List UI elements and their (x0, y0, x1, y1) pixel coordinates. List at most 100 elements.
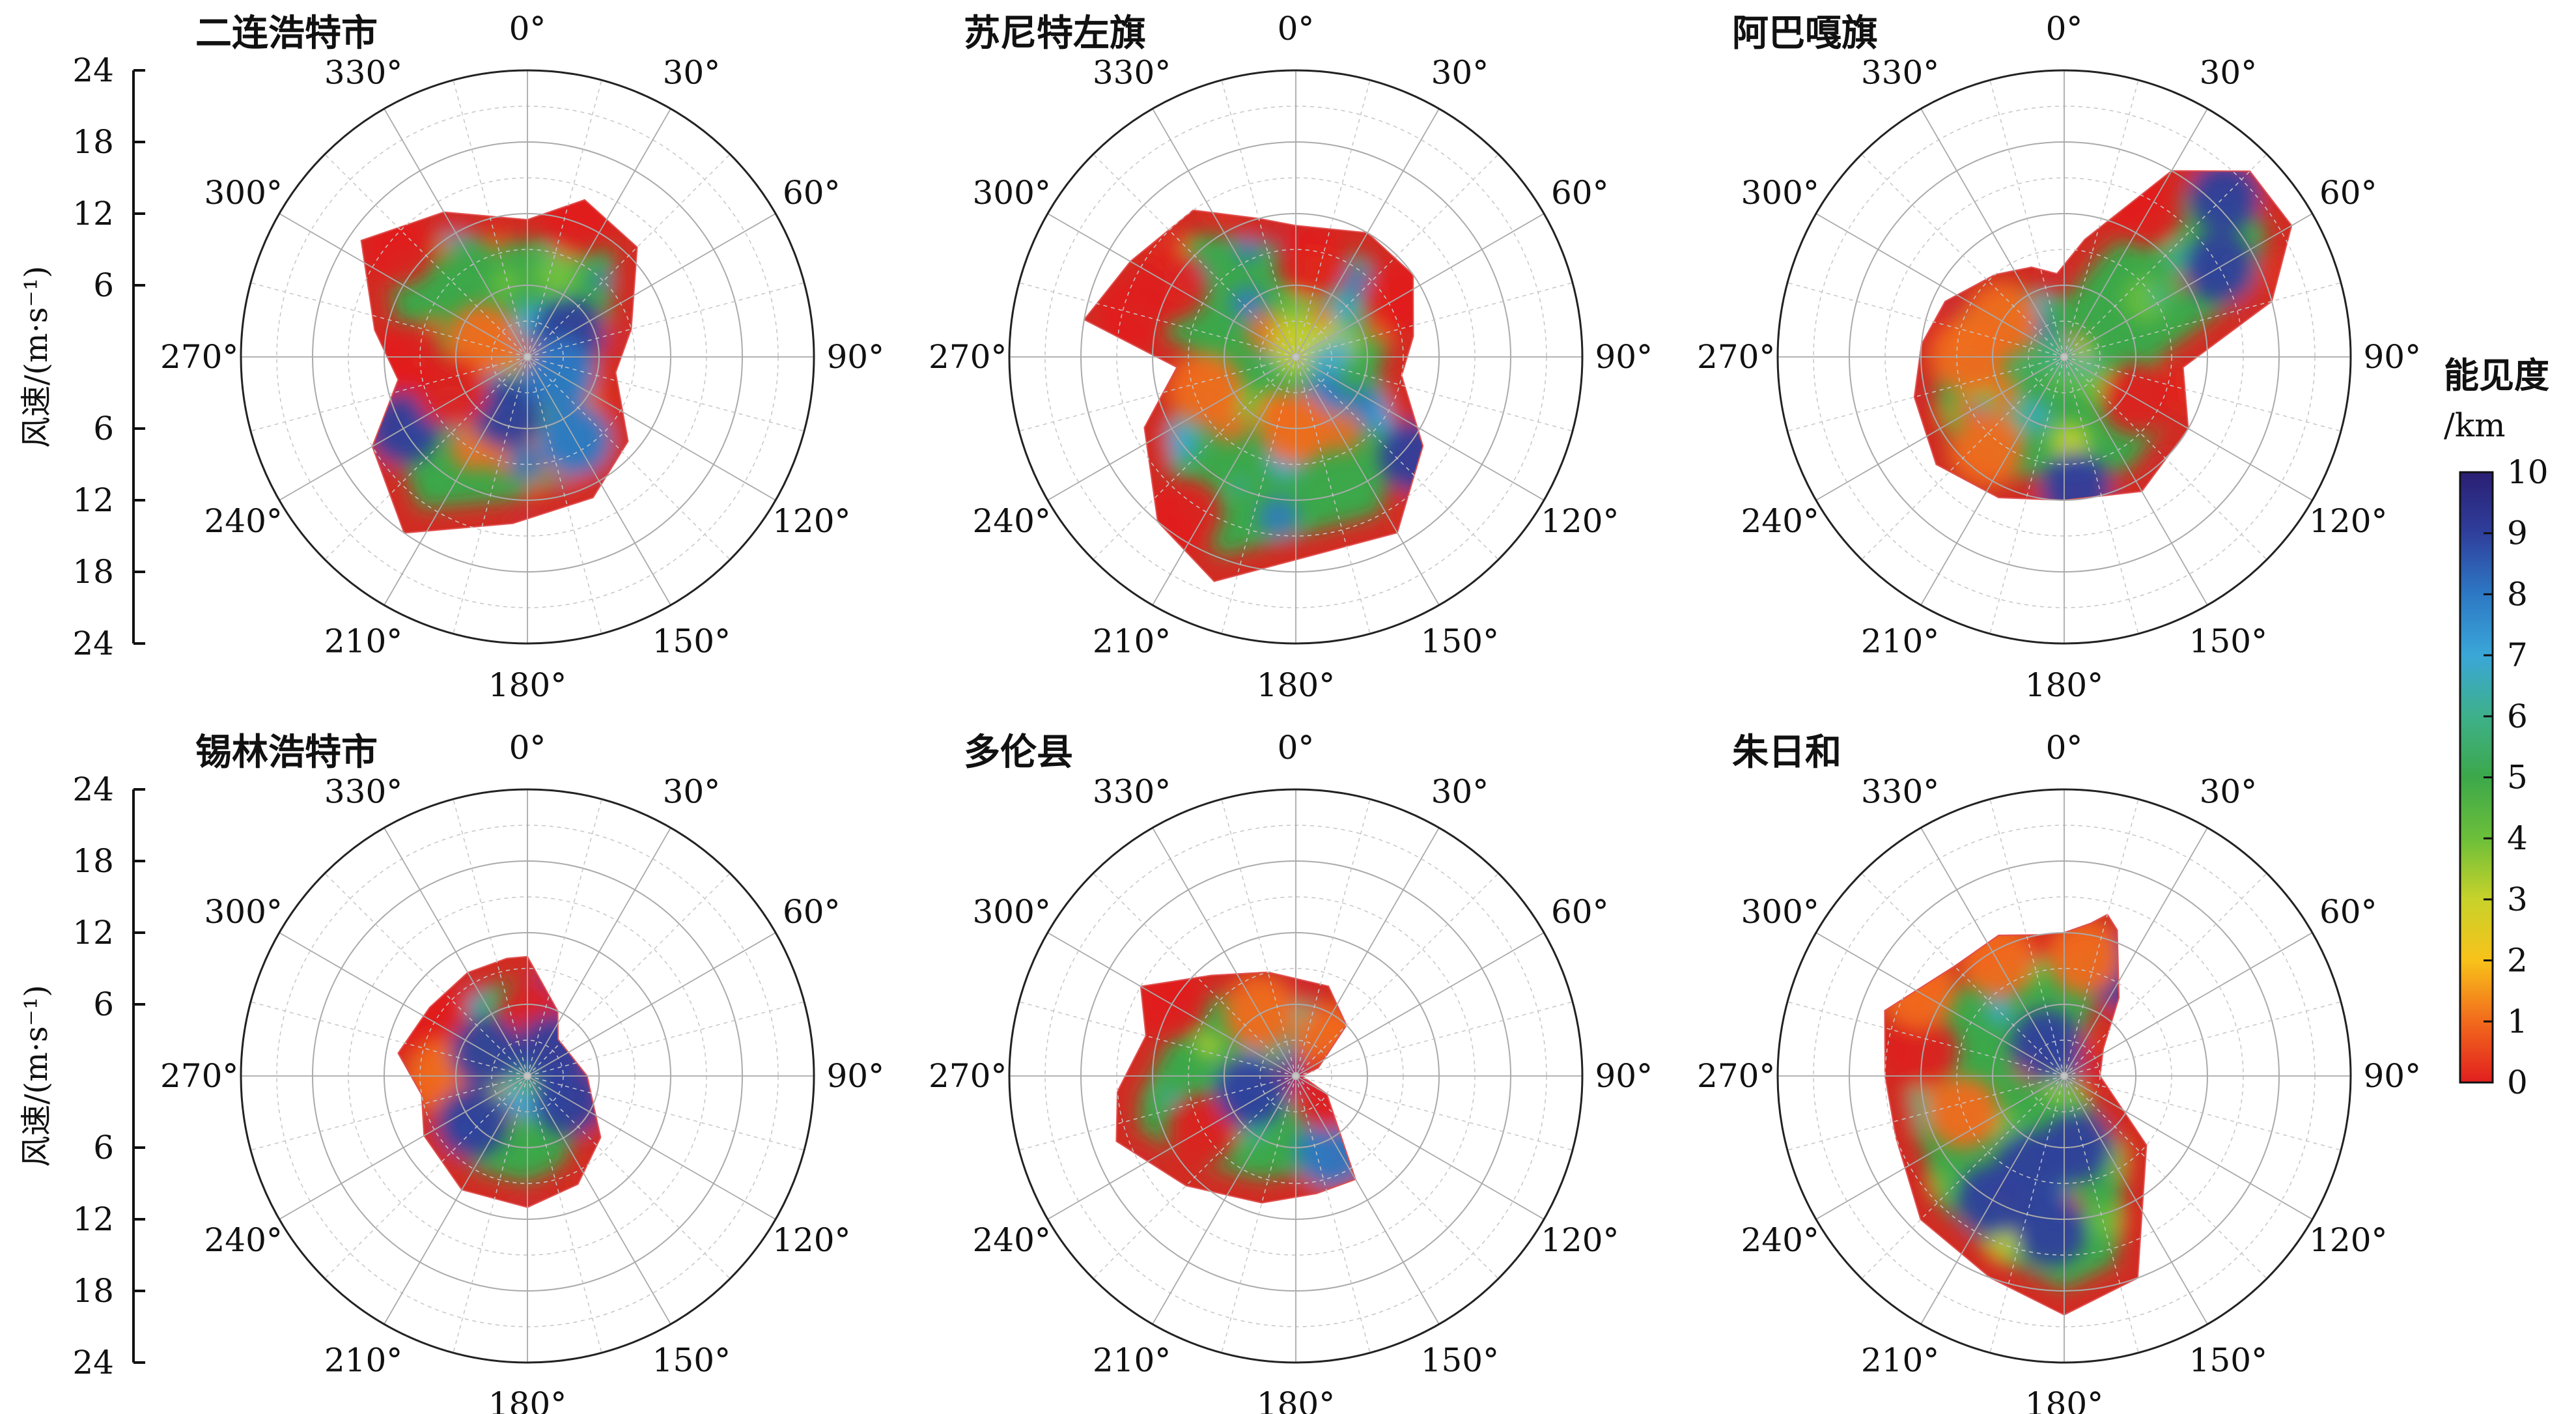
angle-tick-label: 330° (1093, 54, 1171, 92)
angle-tick-label: 0° (1278, 10, 1315, 48)
colorbar-tick-label: 6 (2507, 698, 2528, 735)
contour-spot (520, 902, 553, 935)
grid-spoke-minor (250, 1075, 528, 1151)
grid-spoke (1815, 213, 2065, 358)
grid-spoke (279, 932, 528, 1077)
speed-axis: 24 18 12 6 6 12 18 24 风速/(m·s⁻¹) (18, 51, 145, 662)
contour-spot (1261, 167, 1285, 191)
grid-spoke-minor (1861, 873, 2065, 1077)
grid-spoke-minor (1093, 356, 1296, 560)
grid-spoke-minor (2064, 154, 2267, 358)
contour-spot (1377, 567, 1397, 582)
angle-tick-label: 30° (2200, 54, 2258, 92)
angle-tick-label: 330° (324, 54, 402, 92)
contour-spot (2177, 1260, 2204, 1286)
grid-spoke (1295, 213, 1545, 358)
contour-spot (361, 447, 373, 488)
contour-blob (1379, 421, 1423, 493)
angle-tick-label: 60° (783, 174, 841, 212)
contour-spot (497, 896, 520, 920)
contour-spot (2241, 1212, 2254, 1225)
contour-blob (1276, 227, 1349, 299)
angle-tick-label: 150° (2189, 1341, 2267, 1379)
contour-spot (1347, 1215, 1387, 1255)
angle-tick-label: 30° (663, 773, 721, 811)
angle-tick-label: 300° (204, 174, 282, 212)
speed-tick-label: 18 (72, 123, 114, 161)
grid-spoke-minor (2064, 1075, 2267, 1279)
angle-tick-label: 210° (1093, 622, 1171, 660)
outer-ring (240, 69, 815, 645)
angle-tick-label: 60° (1551, 893, 1609, 931)
contour-spot (419, 156, 453, 190)
panel-title: 锡林浩特市 (195, 731, 378, 774)
contour-spot (2270, 350, 2292, 380)
speed-tick-label: 12 (72, 481, 114, 519)
grid-spoke (527, 356, 671, 606)
grid-spoke-minor (1787, 356, 2065, 432)
contour-spot (1986, 115, 2019, 148)
contour-spot (652, 274, 690, 312)
contour-spot (1064, 1097, 1088, 1122)
grid-spoke-minor (453, 356, 528, 634)
contour-spot (2024, 828, 2068, 871)
contour-spot (1423, 496, 1449, 521)
angle-tick-label: 150° (1421, 622, 1499, 660)
angle-tick-label: 90° (1595, 1057, 1653, 1095)
contour-spot (2207, 1133, 2220, 1147)
angle-tick-label: 270° (929, 1057, 1007, 1095)
grid-spoke (1920, 827, 2065, 1077)
grid-spoke (1815, 1075, 2065, 1220)
angle-tick-label: 90° (2363, 1057, 2421, 1095)
grid-spoke (2064, 356, 2313, 501)
grid-spoke (1152, 827, 1296, 1077)
contour-spot (574, 567, 601, 594)
grid-spoke (384, 827, 528, 1077)
grid-spoke (1920, 1075, 2065, 1325)
grid-spoke (527, 213, 776, 358)
angle-tick-label: 150° (652, 1341, 731, 1379)
angle-tick-label: 0° (2046, 729, 2083, 767)
contour-spot (633, 219, 637, 265)
grid-spoke-minor (527, 79, 602, 358)
angle-tick-label: 240° (1741, 502, 1819, 540)
speed-axes: 24 18 12 6 6 12 18 24 风速/(m·s⁻¹) 24 18 12 6 6 12 18 24 风速… (18, 51, 145, 1381)
grid-spoke-minor (1989, 799, 2065, 1077)
grid-spoke-minor (1295, 356, 1499, 560)
contour-spot (1871, 222, 1905, 256)
contour-spot (570, 543, 598, 572)
grid-spoke (279, 1075, 528, 1220)
grid-spoke (1920, 356, 2065, 606)
grid-spoke (527, 108, 671, 358)
grid-spoke-minor (453, 799, 528, 1077)
outer-ring (1008, 788, 1584, 1364)
contour-spot (372, 1110, 387, 1125)
grid-spoke-minor (527, 356, 805, 432)
angle-tick-label: 240° (204, 1221, 282, 1259)
angle-tick-label: 240° (972, 1221, 1050, 1259)
contour-spot (630, 933, 674, 978)
contour-spot (651, 931, 691, 970)
contour-spot (296, 1060, 332, 1096)
grid-spoke (1815, 932, 2065, 1077)
grid-spoke-minor (1295, 356, 1573, 432)
grid-spoke-minor (324, 1075, 528, 1279)
grid-spoke-minor (2064, 1075, 2342, 1151)
contour-spot (558, 503, 603, 533)
contour-blob (1952, 412, 2024, 485)
contour-spot (1326, 1221, 1352, 1247)
contour-spot (1289, 1242, 1311, 1264)
panel-title: 多伦县 (964, 731, 1073, 774)
grid-spoke (527, 827, 671, 1077)
contour-spot (587, 1031, 601, 1069)
speed-tick-label: 24 (72, 625, 114, 662)
grid-spoke (2064, 932, 2313, 1077)
grid-spoke (2064, 213, 2313, 358)
contour-spot (1214, 853, 1244, 883)
contour-spot (723, 234, 744, 255)
contour-spot (434, 240, 453, 260)
contour-spot (1513, 318, 1529, 334)
grid-spoke-minor (1295, 1075, 1371, 1353)
grid-spoke (2064, 827, 2208, 1077)
grid-spoke-minor (1861, 154, 2065, 358)
